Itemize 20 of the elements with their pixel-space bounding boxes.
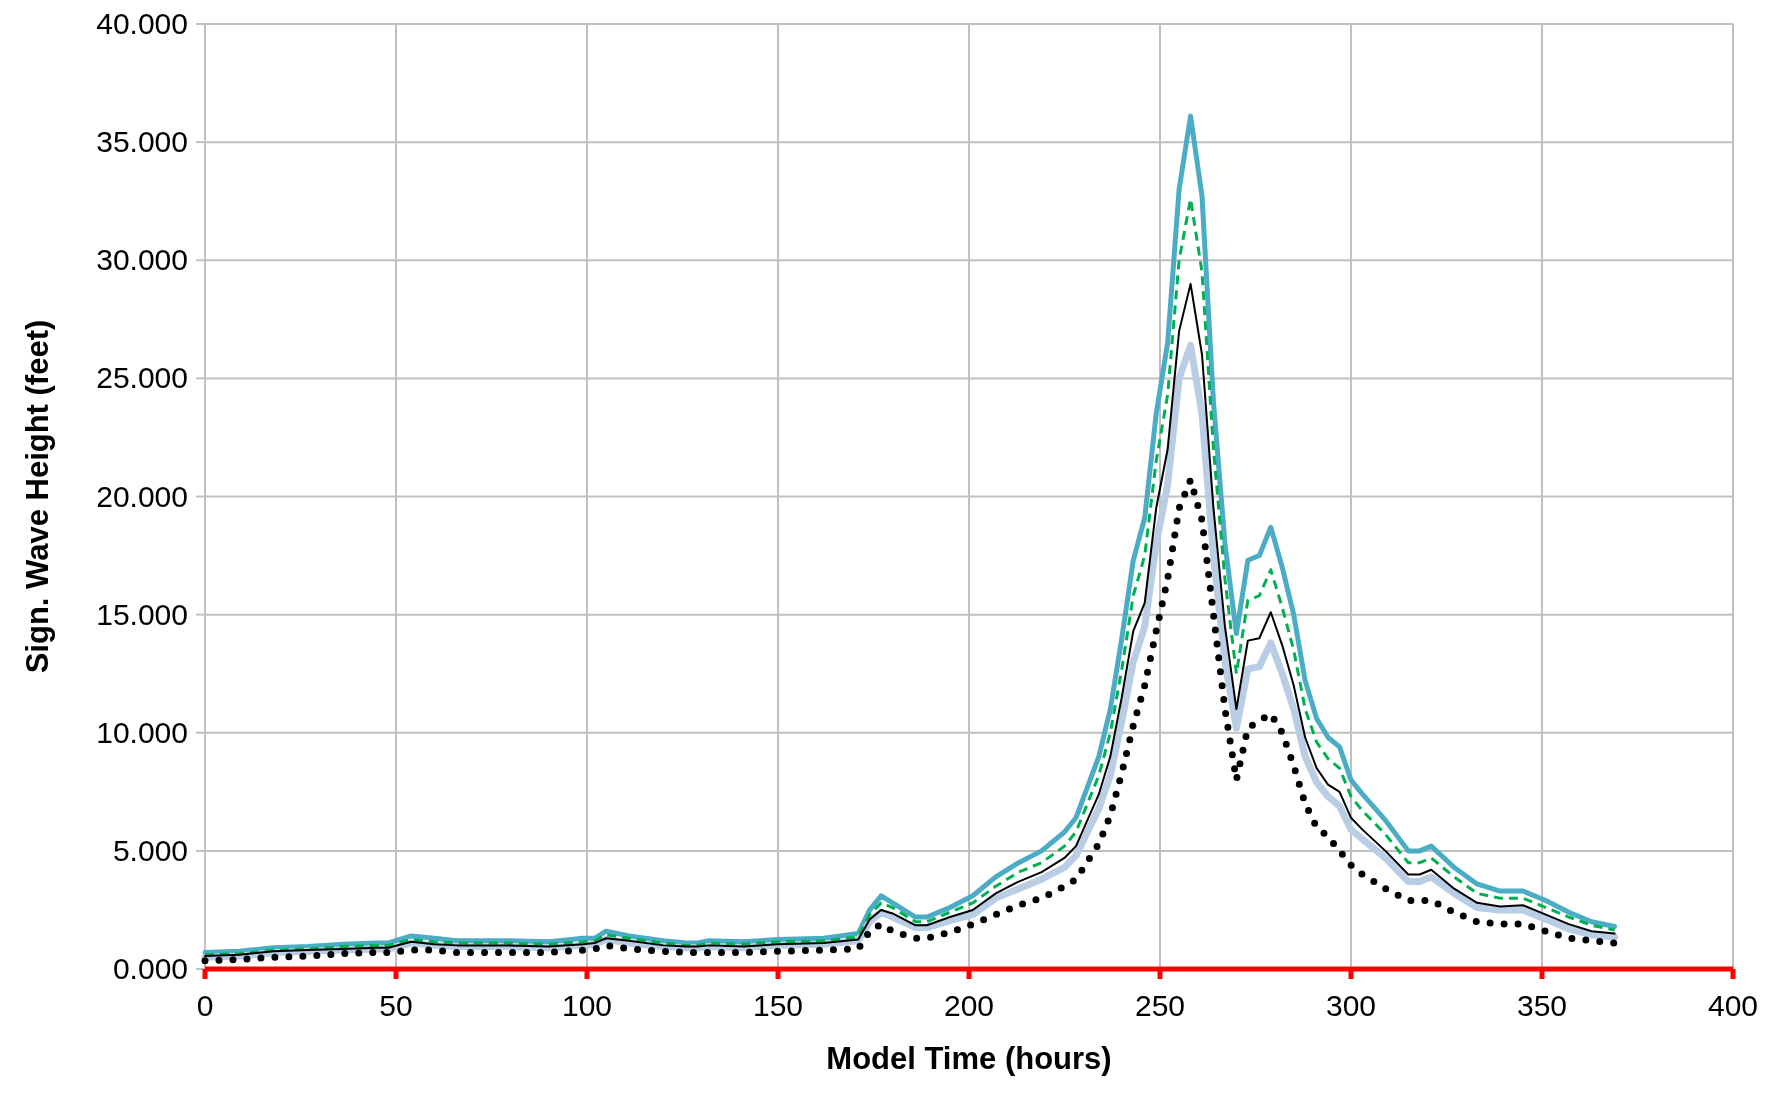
y-tick-label: 15.000 (96, 597, 188, 631)
x-tick-label: 400 (1707, 989, 1759, 1022)
y-tick-label: 30.000 (96, 243, 188, 277)
y-tick-label: 0.000 (112, 952, 188, 985)
y-tick-label: 5.000 (112, 833, 188, 867)
x-tick-label: 250 (1134, 989, 1186, 1022)
x-tick-label: 300 (1325, 989, 1377, 1022)
x-tick-label: 100 (561, 989, 613, 1022)
x-tick-label: 350 (1516, 989, 1568, 1022)
x-axis-title: Model Time (hours) (826, 1041, 1112, 1076)
x-tick-label: 0 (196, 989, 214, 1022)
y-tick-label: 35.000 (96, 125, 188, 159)
y-tick-label: 10.000 (96, 715, 188, 749)
x-tick-label: 50 (379, 989, 413, 1022)
y-tick-label: 25.000 (96, 361, 188, 395)
y-axis-title: Sign. Wave Height (feet) (20, 319, 55, 674)
y-tick-label: 40.000 (96, 7, 188, 40)
x-tick-label: 200 (943, 989, 995, 1022)
x-tick-label: 150 (752, 989, 804, 1022)
y-tick-label: 20.000 (96, 479, 188, 513)
